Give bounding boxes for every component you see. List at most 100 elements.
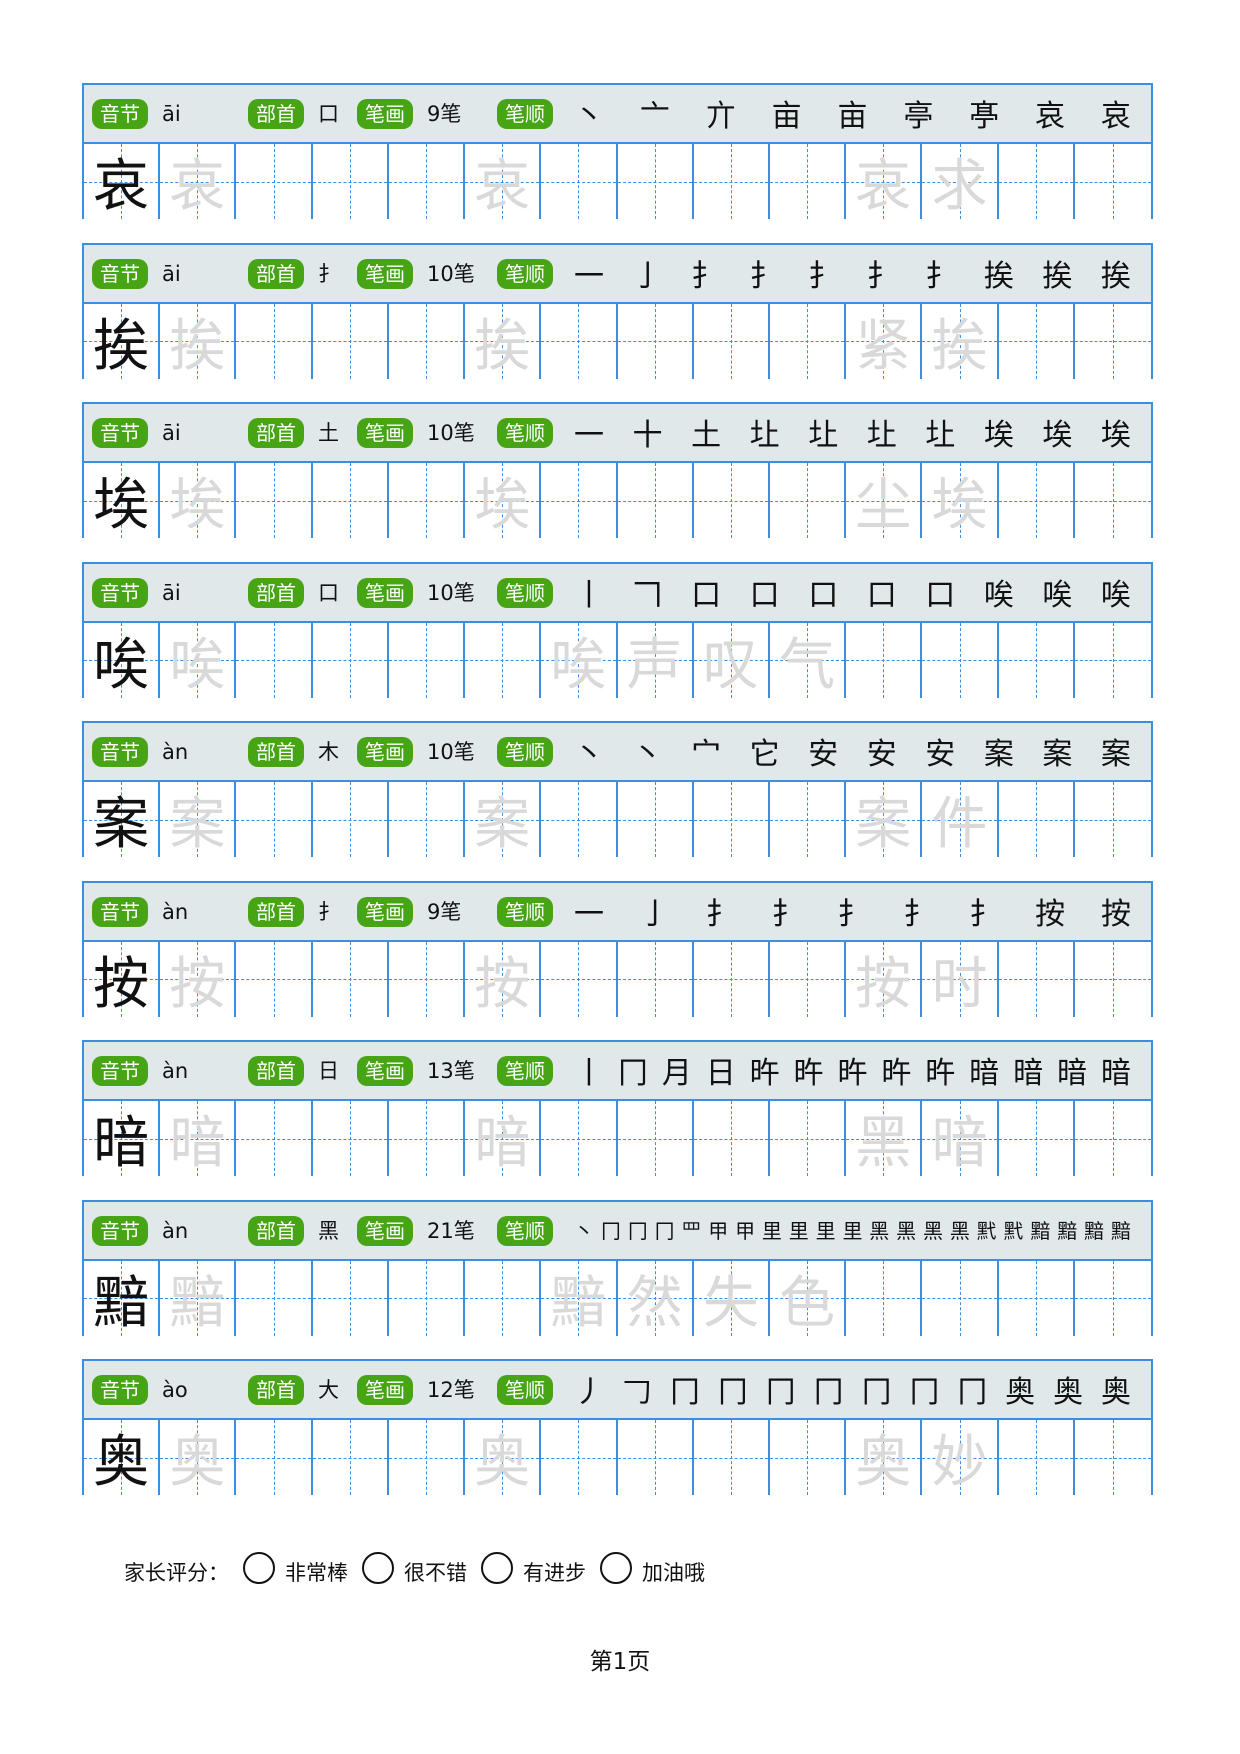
practice-cell[interactable]	[617, 463, 694, 538]
practice-cell[interactable]: 埃	[465, 463, 542, 538]
practice-cell[interactable]	[541, 941, 618, 1017]
practice-cell[interactable]	[922, 622, 999, 698]
practice-cell[interactable]	[1074, 303, 1152, 379]
practice-cell[interactable]: 黯	[84, 1260, 161, 1336]
practice-cell[interactable]	[312, 622, 389, 698]
practice-cell[interactable]	[1074, 782, 1152, 857]
practice-cell[interactable]: 案	[84, 782, 161, 857]
practice-cell[interactable]	[617, 941, 694, 1017]
practice-cell[interactable]: 案	[160, 782, 237, 857]
rating-radio-2[interactable]	[481, 1552, 513, 1584]
practice-cell[interactable]: 奥	[84, 1420, 161, 1495]
practice-cell[interactable]	[617, 144, 694, 219]
practice-cell[interactable]: 黑	[846, 1101, 923, 1176]
practice-cell[interactable]	[236, 1260, 313, 1336]
practice-cell[interactable]: 案	[846, 782, 923, 857]
practice-cell[interactable]: 按	[160, 941, 237, 1017]
practice-cell[interactable]: 奥	[160, 1420, 237, 1495]
practice-cell[interactable]: 时	[922, 941, 999, 1017]
practice-cell[interactable]	[769, 782, 847, 857]
practice-cell[interactable]	[541, 303, 618, 379]
practice-cell[interactable]	[541, 144, 618, 219]
practice-cell[interactable]	[693, 1420, 770, 1495]
practice-cell[interactable]	[388, 622, 466, 698]
practice-cell[interactable]: 奥	[465, 1420, 542, 1495]
practice-cell[interactable]	[388, 144, 466, 219]
practice-cell[interactable]	[541, 782, 618, 857]
practice-cell[interactable]: 埃	[84, 463, 161, 538]
practice-cell[interactable]: 哀	[84, 144, 161, 219]
practice-cell[interactable]: 气	[769, 622, 847, 698]
practice-cell[interactable]: 暗	[465, 1101, 542, 1176]
practice-cell[interactable]: 然	[617, 1260, 694, 1336]
practice-cell[interactable]	[617, 303, 694, 379]
practice-cell[interactable]	[388, 303, 466, 379]
practice-cell[interactable]: 奥	[846, 1420, 923, 1495]
practice-cell[interactable]	[922, 1260, 999, 1336]
practice-cell[interactable]	[236, 1420, 313, 1495]
practice-cell[interactable]	[541, 1420, 618, 1495]
practice-cell[interactable]: 黯	[541, 1260, 618, 1336]
practice-cell[interactable]: 色	[769, 1260, 847, 1336]
practice-cell[interactable]: 暗	[160, 1101, 237, 1176]
practice-cell[interactable]	[769, 463, 847, 538]
rating-radio-3[interactable]	[600, 1552, 632, 1584]
practice-cell[interactable]: 失	[693, 1260, 770, 1336]
practice-cell[interactable]: 埃	[160, 463, 237, 538]
practice-cell[interactable]	[998, 1101, 1075, 1176]
practice-cell[interactable]	[236, 622, 313, 698]
practice-cell[interactable]	[846, 1260, 923, 1336]
practice-cell[interactable]: 挨	[84, 303, 161, 379]
practice-cell[interactable]	[617, 1420, 694, 1495]
practice-cell[interactable]: 件	[922, 782, 999, 857]
practice-cell[interactable]: 暗	[922, 1101, 999, 1176]
practice-cell[interactable]	[693, 1101, 770, 1176]
practice-cell[interactable]: 按	[846, 941, 923, 1017]
practice-cell[interactable]	[236, 144, 313, 219]
practice-cell[interactable]	[1074, 463, 1152, 538]
practice-cell[interactable]	[312, 1260, 389, 1336]
practice-cell[interactable]: 紧	[846, 303, 923, 379]
practice-cell[interactable]	[693, 463, 770, 538]
practice-cell[interactable]	[312, 303, 389, 379]
practice-cell[interactable]	[769, 303, 847, 379]
practice-cell[interactable]	[236, 463, 313, 538]
practice-cell[interactable]	[769, 1101, 847, 1176]
practice-cell[interactable]	[617, 1101, 694, 1176]
practice-cell[interactable]	[388, 1420, 466, 1495]
practice-cell[interactable]	[312, 1420, 389, 1495]
practice-cell[interactable]	[1074, 941, 1152, 1017]
practice-cell[interactable]	[312, 782, 389, 857]
practice-cell[interactable]	[998, 941, 1075, 1017]
practice-cell[interactable]	[998, 144, 1075, 219]
practice-cell[interactable]	[998, 463, 1075, 538]
practice-cell[interactable]: 妙	[922, 1420, 999, 1495]
practice-cell[interactable]	[236, 941, 313, 1017]
practice-cell[interactable]: 叹	[693, 622, 770, 698]
practice-cell[interactable]: 哀	[846, 144, 923, 219]
practice-cell[interactable]	[693, 144, 770, 219]
practice-cell[interactable]	[541, 1101, 618, 1176]
practice-cell[interactable]	[998, 1260, 1075, 1336]
practice-cell[interactable]: 埃	[922, 463, 999, 538]
practice-cell[interactable]	[1074, 1420, 1152, 1495]
practice-cell[interactable]	[312, 144, 389, 219]
practice-cell[interactable]: 尘	[846, 463, 923, 538]
practice-cell[interactable]: 暗	[84, 1101, 161, 1176]
practice-cell[interactable]: 唉	[160, 622, 237, 698]
practice-cell[interactable]: 哀	[465, 144, 542, 219]
practice-cell[interactable]	[617, 782, 694, 857]
practice-cell[interactable]	[998, 303, 1075, 379]
practice-cell[interactable]	[388, 1260, 466, 1336]
practice-cell[interactable]	[236, 303, 313, 379]
rating-radio-0[interactable]	[243, 1552, 275, 1584]
practice-cell[interactable]: 哀	[160, 144, 237, 219]
practice-cell[interactable]: 唉	[541, 622, 618, 698]
practice-cell[interactable]	[998, 622, 1075, 698]
practice-cell[interactable]	[769, 144, 847, 219]
rating-radio-1[interactable]	[362, 1552, 394, 1584]
practice-cell[interactable]: 挨	[465, 303, 542, 379]
practice-cell[interactable]	[1074, 622, 1152, 698]
practice-cell[interactable]	[236, 1101, 313, 1176]
practice-cell[interactable]	[769, 941, 847, 1017]
